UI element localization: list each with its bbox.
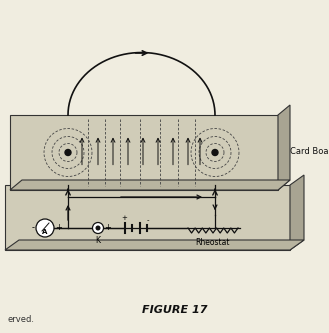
Circle shape	[96, 226, 100, 230]
Text: Rheostat: Rheostat	[196, 238, 230, 247]
Text: FIGURE 17: FIGURE 17	[142, 305, 208, 315]
Circle shape	[36, 219, 54, 237]
Text: +: +	[55, 223, 62, 232]
Text: +: +	[104, 223, 111, 232]
Circle shape	[92, 222, 104, 233]
Polygon shape	[10, 180, 290, 190]
Polygon shape	[290, 175, 304, 250]
Text: erved.: erved.	[8, 315, 35, 324]
Text: A: A	[42, 229, 48, 235]
Circle shape	[212, 150, 218, 156]
Polygon shape	[278, 105, 290, 190]
Circle shape	[65, 150, 71, 156]
Polygon shape	[10, 115, 278, 190]
Text: Card Board: Card Board	[290, 148, 329, 157]
Text: -: -	[147, 217, 149, 223]
Polygon shape	[5, 240, 304, 250]
Polygon shape	[5, 185, 290, 250]
Text: K: K	[95, 236, 100, 245]
Text: -: -	[32, 223, 35, 232]
Text: +: +	[121, 215, 127, 221]
